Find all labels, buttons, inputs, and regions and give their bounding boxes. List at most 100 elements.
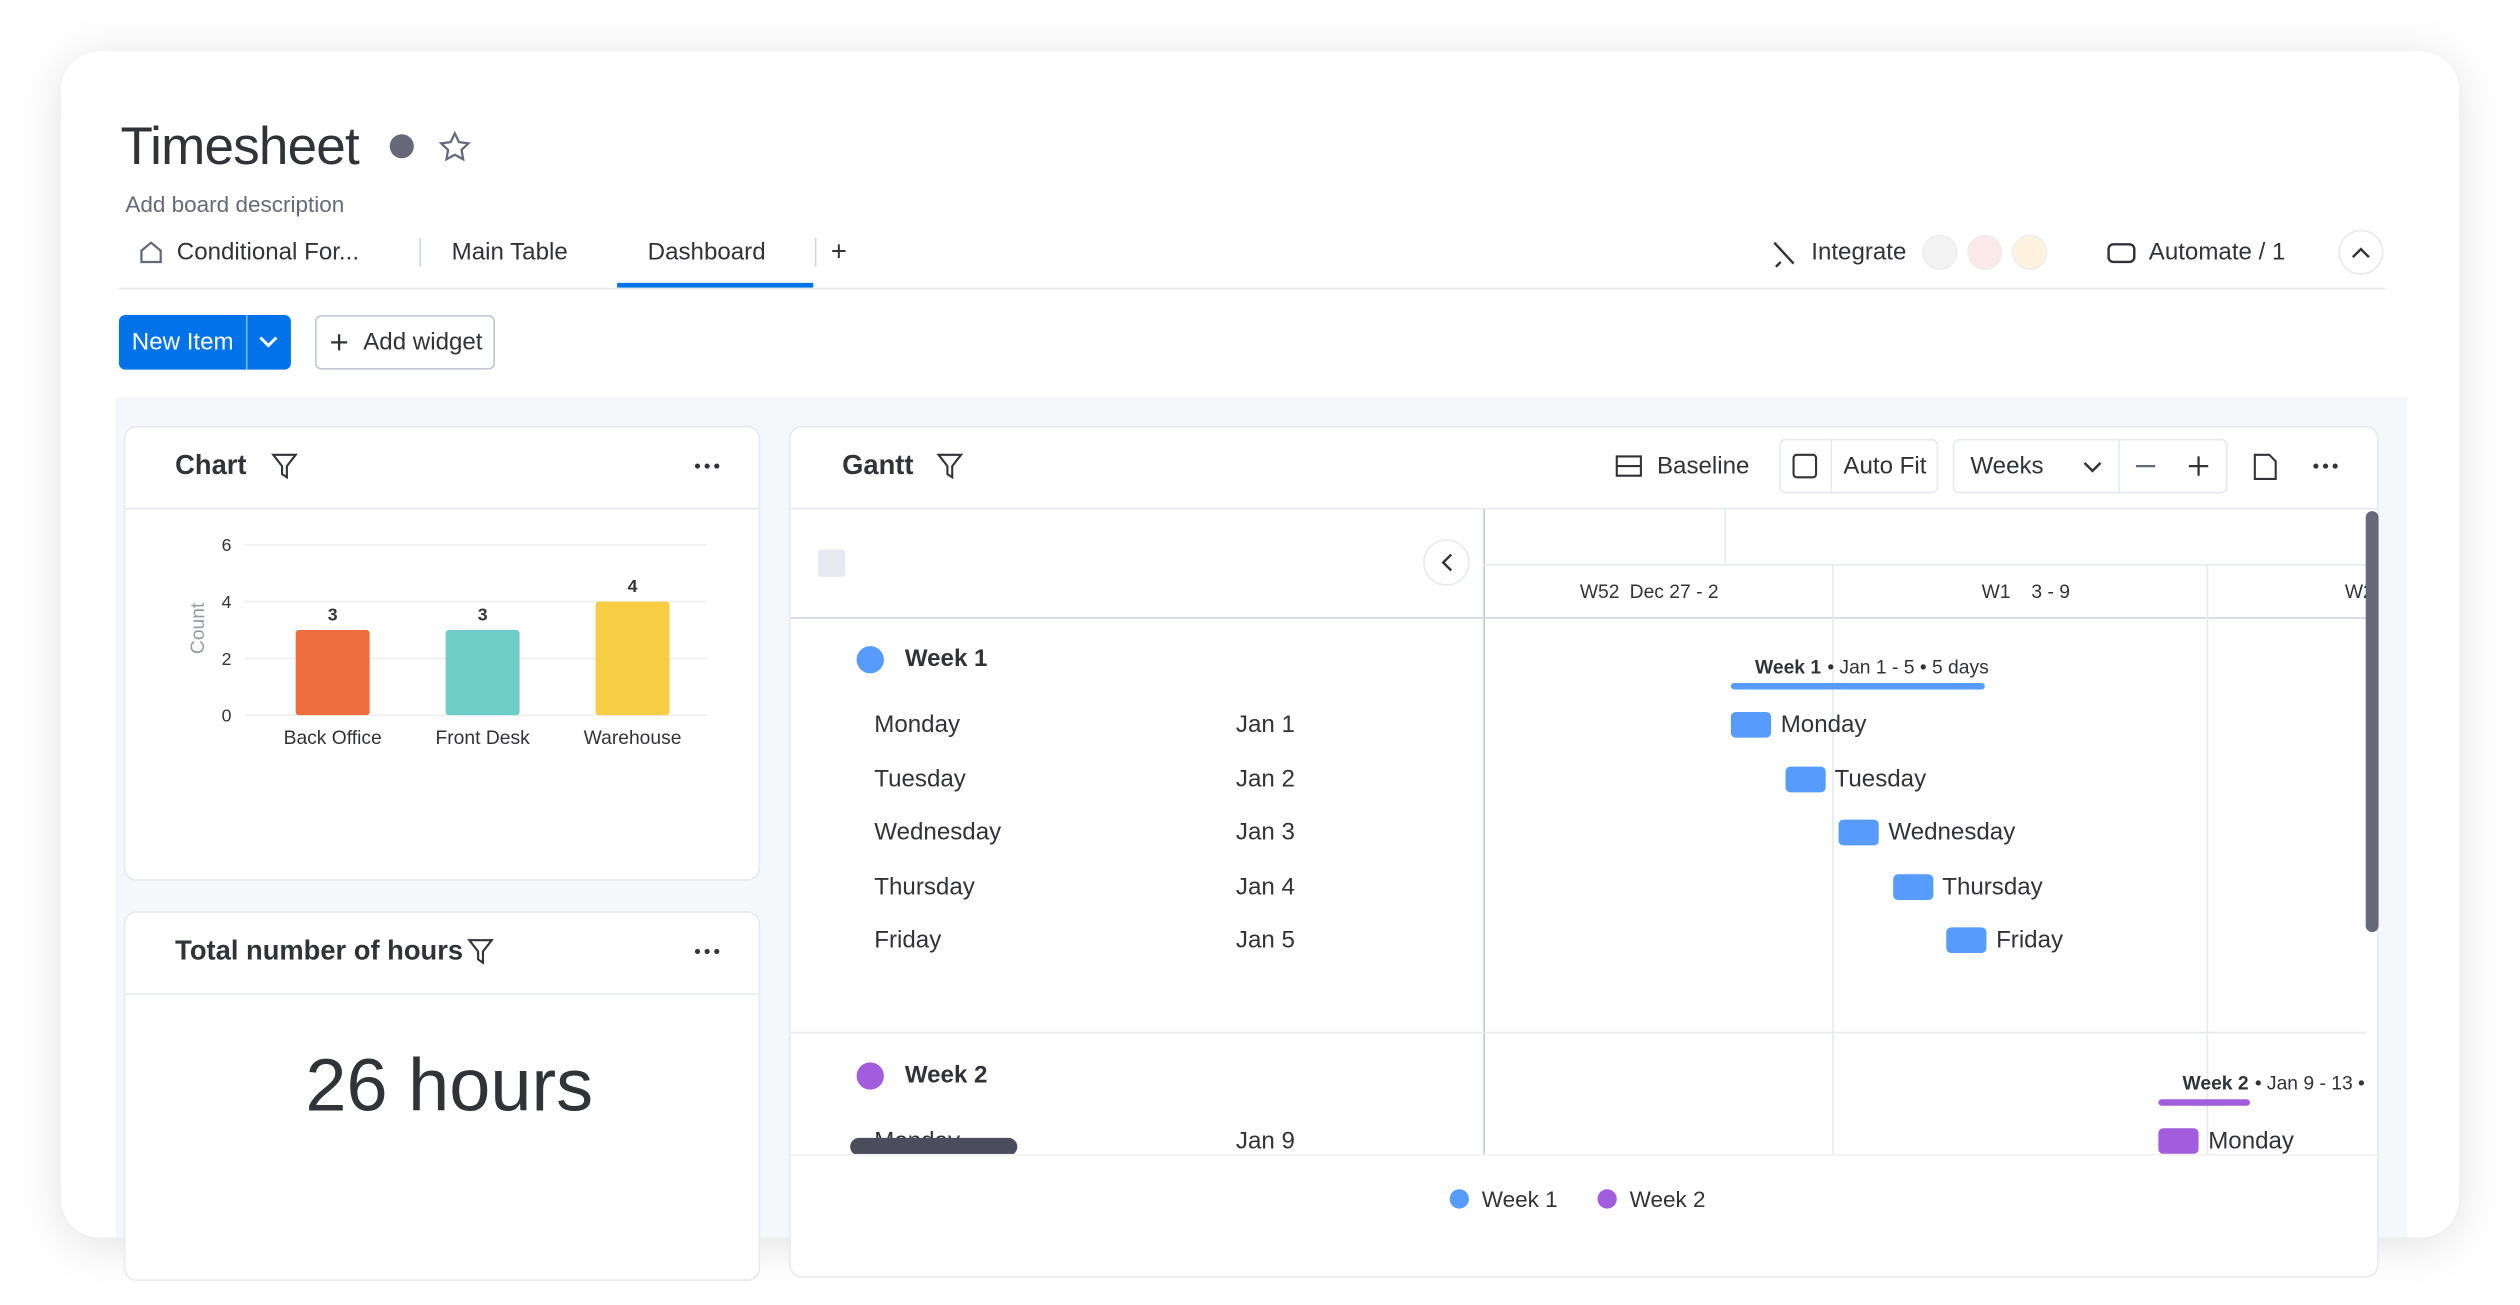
gantt-bar <box>1838 819 1879 846</box>
pane-divider <box>1483 509 1485 1154</box>
zoom-sep <box>2118 438 2120 494</box>
collapse-all-icon <box>818 549 846 577</box>
baseline-button[interactable]: Baseline <box>1656 452 1750 480</box>
autofit-sep <box>1830 438 1833 494</box>
v-scrollbar <box>2365 511 2379 933</box>
widget-title: Total number of hours <box>175 935 464 966</box>
item-date: Jan 9 <box>1235 1127 1295 1154</box>
group-dot <box>856 646 884 674</box>
group-divider <box>790 1031 2366 1034</box>
widget-divider <box>125 993 759 995</box>
more-dot <box>714 948 720 954</box>
bar <box>445 629 520 716</box>
more-dot <box>694 948 701 954</box>
y-tick-label: 4 <box>222 592 232 612</box>
timeline-line <box>1483 564 2379 566</box>
new-item-sep <box>245 314 248 370</box>
y-tick-label: 6 <box>222 535 232 555</box>
widget-title: Gantt <box>842 449 914 481</box>
group-name: Week 1 <box>904 645 988 673</box>
gantt-bar-label: Tuesday <box>1834 765 1927 793</box>
plus-icon <box>2188 456 2209 476</box>
y-tick-label: 0 <box>222 706 232 726</box>
x-tick-label: Back Office <box>284 728 382 749</box>
gantt-bar-label: Wednesday <box>1888 819 2016 847</box>
legend-dot <box>1449 1189 1469 1209</box>
legend-label: Week 1 <box>1481 1186 1558 1212</box>
add-tab[interactable]: + <box>830 236 847 267</box>
home-icon <box>140 241 162 264</box>
item-name: Monday <box>874 711 961 739</box>
more-dot <box>2332 463 2338 469</box>
x-tick-label: Warehouse <box>584 728 682 749</box>
app-avatar <box>1967 234 2003 270</box>
more-dot <box>694 463 701 469</box>
item-name: Friday <box>874 927 942 955</box>
scale-dropdown[interactable]: Weeks <box>1970 452 2044 480</box>
tab-sep <box>419 237 422 267</box>
more-dot <box>704 463 710 469</box>
summary-name: Week 2 <box>2182 1071 2249 1095</box>
new-item-label[interactable]: New Item <box>131 328 234 356</box>
item-date: Jan 2 <box>1235 765 1295 793</box>
gantt-bar-label: Thursday <box>1942 873 2043 901</box>
board-title: Timesheet <box>120 115 360 176</box>
header-divider <box>790 617 2377 619</box>
more-dot <box>2322 463 2329 469</box>
tab[interactable]: Main Table <box>451 238 568 266</box>
legend-label: Week 2 <box>1629 1186 1706 1212</box>
x-tick-label: Front Desk <box>436 728 531 749</box>
zoom-box <box>1952 438 2228 494</box>
nav-chevron <box>1441 553 1453 572</box>
data-label: 4 <box>628 576 638 596</box>
timeline-grid <box>2206 565 2209 1154</box>
add-widget-button[interactable]: Add widget <box>314 314 495 370</box>
gantt-bar <box>2158 1128 2199 1154</box>
widget-divider <box>790 507 2377 510</box>
filter-icon <box>936 453 964 480</box>
integrate[interactable]: Integrate <box>1811 238 1907 266</box>
summary-name: Week 1 <box>1754 655 1822 679</box>
week-label: W1 <box>1981 580 2011 603</box>
group-name: Week 2 <box>904 1061 988 1089</box>
autofit-button[interactable]: Auto Fit <box>1843 452 1927 480</box>
gantt-bar <box>1730 711 1772 738</box>
app-avatar <box>1922 234 1958 270</box>
tab-sep <box>814 237 817 267</box>
header-divider <box>118 287 2385 290</box>
week-label: W52 <box>1579 580 1620 603</box>
gantt-widget <box>789 425 2379 1278</box>
item-name: Wednesday <box>874 819 1002 847</box>
total-value: 26 hours <box>305 1043 594 1127</box>
legend-divider <box>790 1153 2377 1156</box>
filter-icon <box>271 453 298 480</box>
widget-divider <box>125 507 759 510</box>
timeline-line <box>1724 509 1727 565</box>
more-dot <box>2313 463 2319 469</box>
tab[interactable]: Conditional For... <box>176 238 360 266</box>
filter-icon <box>467 939 494 965</box>
gantt-bar <box>1784 765 1825 792</box>
item-date: Jan 5 <box>1235 927 1295 955</box>
calendar-icon <box>1792 453 1818 479</box>
gantt-bar <box>1946 927 1987 954</box>
bar <box>595 601 670 716</box>
legend-dot <box>1597 1189 1617 1209</box>
new-item-button[interactable]: New Item <box>118 314 291 370</box>
app-avatar <box>2012 234 2048 270</box>
automate[interactable]: Automate / 1 <box>2148 238 2286 266</box>
item-name: Tuesday <box>874 765 966 793</box>
integrate-icon <box>1773 241 1795 268</box>
summary-bar <box>1730 683 1985 690</box>
timeline-grid <box>1832 565 1834 1154</box>
data-label: 3 <box>478 604 488 624</box>
add-widget-label[interactable]: Add widget <box>363 328 483 356</box>
y-tick-label: 2 <box>222 649 232 669</box>
doc-icon <box>2253 453 2277 480</box>
tab[interactable]: Dashboard <box>647 238 766 266</box>
summary-range: • Jan 1 - 5 • 5 days <box>1827 655 1989 679</box>
gantt-bar-label: Friday <box>1996 927 2064 955</box>
item-date: Jan 1 <box>1235 711 1295 739</box>
